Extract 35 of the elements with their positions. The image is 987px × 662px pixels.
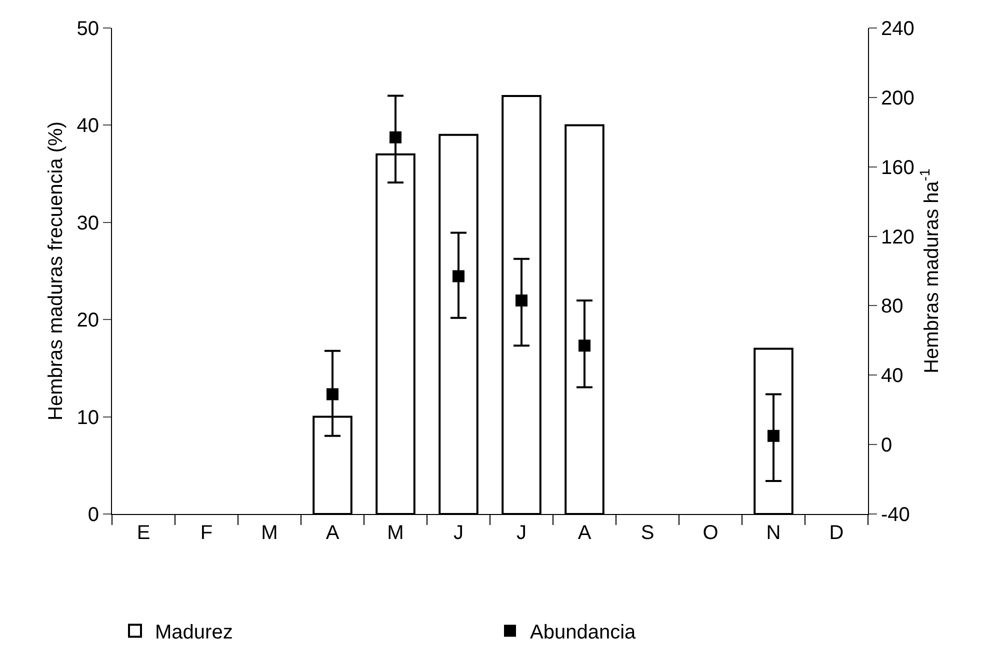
y-tick-label: 10 xyxy=(76,406,99,429)
y2-tick-label: 120 xyxy=(881,226,914,248)
legend-label: Abundancia xyxy=(530,622,637,644)
x-tick-label: A xyxy=(578,522,592,544)
y-tick-label: 40 xyxy=(76,115,99,138)
x-tick-label: J xyxy=(516,522,526,544)
x-tick-label: E xyxy=(136,522,150,544)
point xyxy=(326,388,338,400)
y-axis-title: Hembras maduras frecuencia (%) xyxy=(45,122,67,420)
y2-tick-label: 160 xyxy=(881,156,914,179)
x-tick-label: D xyxy=(829,522,844,544)
y2-tick-label: 200 xyxy=(881,87,914,110)
y-tick-label: 50 xyxy=(76,18,99,40)
x-tick-label: M xyxy=(261,522,278,544)
x-tick-label: N xyxy=(766,522,781,544)
point xyxy=(452,270,464,282)
y2-tick-label: 240 xyxy=(881,18,914,40)
y2-tick-label: 80 xyxy=(881,296,904,318)
point xyxy=(390,131,402,144)
y-tick-label: 20 xyxy=(76,310,99,332)
y-tick-label: 0 xyxy=(88,504,99,526)
x-tick-label: A xyxy=(326,522,340,544)
y-tick-label: 30 xyxy=(76,212,99,234)
x-tick-label: O xyxy=(702,522,718,544)
y2-tick-label: 40 xyxy=(881,365,904,388)
point xyxy=(516,294,528,307)
x-tick-label: F xyxy=(200,522,213,544)
x-tick-label: M xyxy=(387,522,404,544)
legend-label: Madurez xyxy=(155,622,233,644)
point xyxy=(768,430,780,442)
y2-tick-label: 0 xyxy=(881,434,892,457)
x-tick-label: S xyxy=(640,522,654,544)
y2-tick-label: -40 xyxy=(881,504,910,526)
point xyxy=(578,340,590,352)
x-tick-label: J xyxy=(454,522,464,544)
